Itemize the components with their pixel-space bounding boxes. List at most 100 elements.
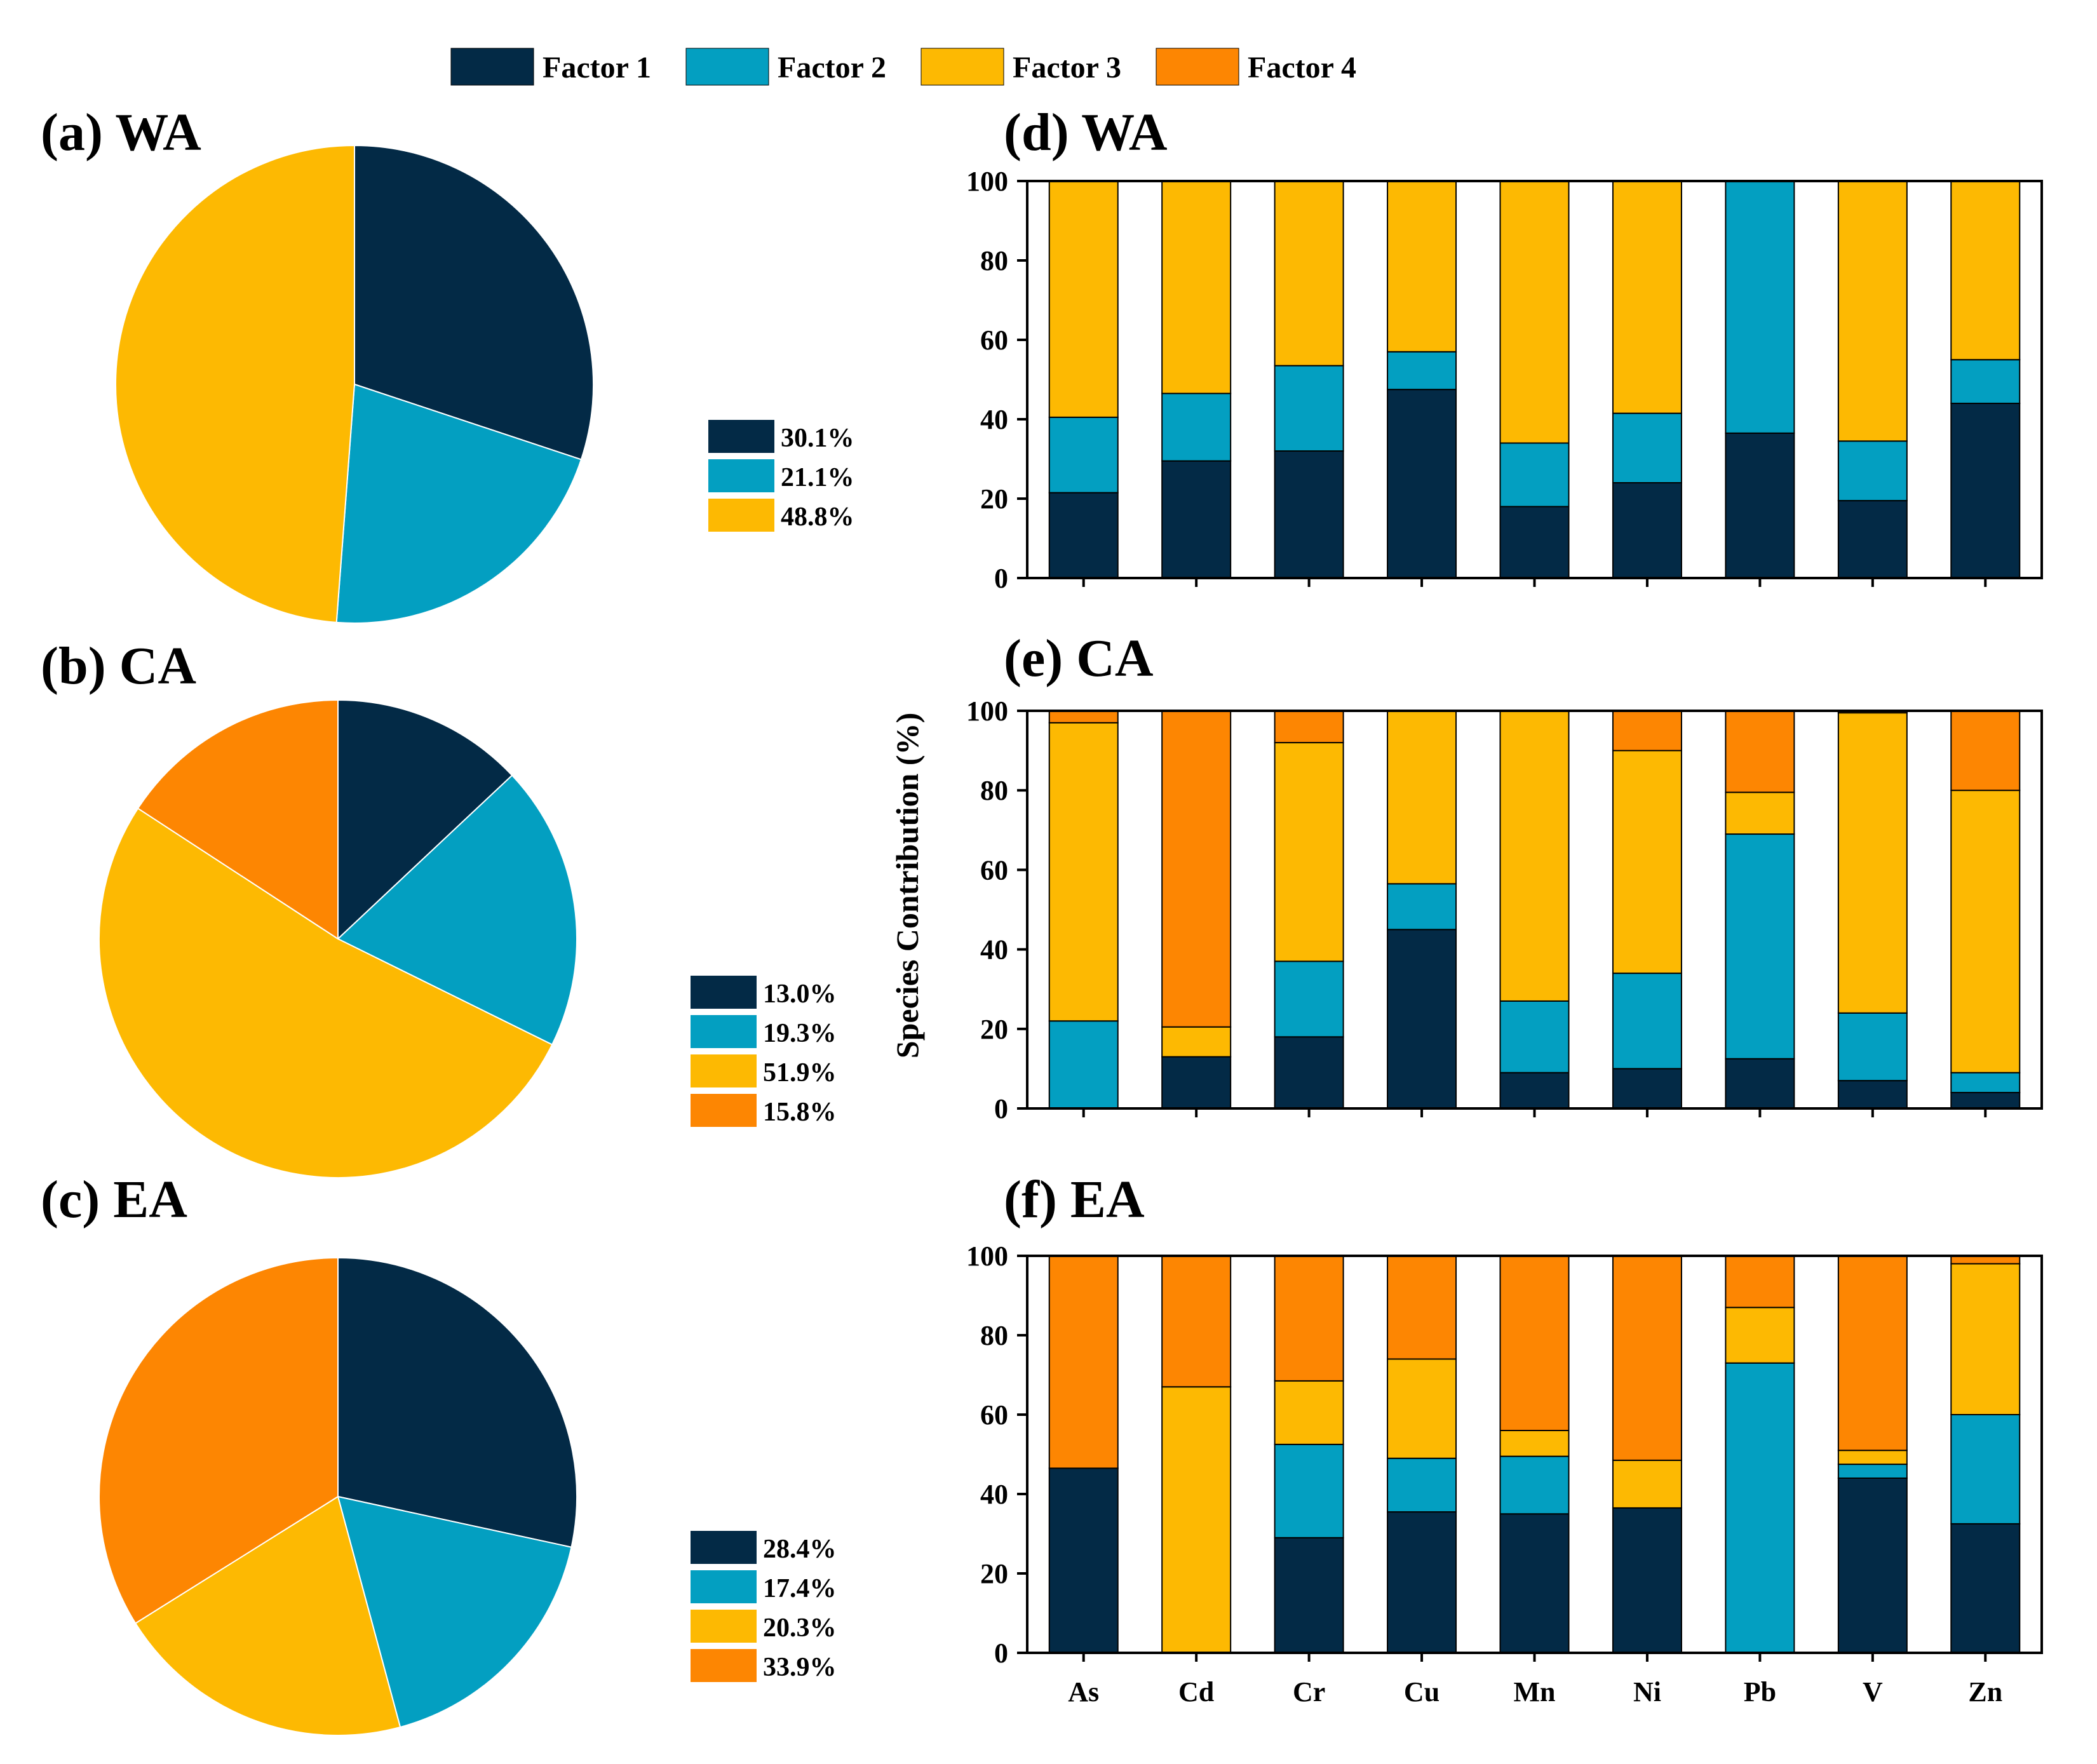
bar-d-mn-factor-1 (1499, 506, 1570, 579)
y-tick-label-e: 100 (966, 696, 1008, 727)
bar-f-v-factor-2 (1837, 1464, 1908, 1479)
bar-e-cd-factor-4 (1161, 710, 1232, 1028)
bar-title-f: (f) EA (1004, 1170, 1145, 1229)
bar-f-mn-factor-1 (1499, 1513, 1570, 1653)
pie-slice-c-factor-2 (337, 1495, 572, 1728)
y-tick-label-e: 60 (980, 854, 1008, 885)
pie-legend-swatch-a-factor-3 (708, 499, 774, 532)
stacked-bar-chart-wa: 0 20 40 60 80 100 (966, 166, 2043, 594)
pie-legend-value-a-factor-1: 30.1% (781, 424, 854, 453)
pie-legend-value-a-factor-2: 21.1% (781, 463, 854, 492)
y-tick-label-d: 0 (994, 563, 1008, 594)
bar-f-pb-factor-4 (1725, 1255, 1795, 1309)
bar-f-mn-factor-2 (1499, 1455, 1570, 1515)
bar-e-pb-factor-4 (1725, 710, 1795, 793)
bar-e-ni-factor-4 (1612, 710, 1682, 751)
bar-d-v-factor-1 (1837, 500, 1908, 579)
pie-legend-swatch-c-factor-2 (691, 1570, 757, 1603)
pie-slice-c-factor-1 (337, 1256, 577, 1548)
bar-d-cr-factor-2 (1274, 365, 1344, 452)
bar-e-cu-factor-1 (1387, 929, 1457, 1110)
bar-d-cu-factor-2 (1387, 351, 1457, 391)
bar-d-cd-factor-3 (1161, 180, 1232, 394)
pie-slice-b-factor-2 (337, 774, 578, 1046)
bar-f-cd-factor-4 (1161, 1255, 1232, 1388)
bar-d-cu-factor-1 (1387, 389, 1457, 579)
y-tick-label-e: 80 (980, 775, 1008, 806)
bar-e-zn-factor-4 (1950, 710, 2021, 791)
bar-f-cr-factor-3 (1274, 1380, 1344, 1445)
bar-f-cu-factor-1 (1387, 1511, 1457, 1653)
bar-e-pb-factor-3 (1725, 791, 1795, 835)
bar-e-ni-factor-3 (1612, 750, 1682, 974)
bar-e-mn-factor-2 (1499, 1000, 1570, 1074)
bar-f-cd-factor-3 (1161, 1386, 1232, 1653)
bar-d-zn-factor-1 (1950, 403, 2021, 579)
legend-label-factor-1: Factor 1 (543, 51, 651, 84)
y-tick-label-f: 80 (980, 1320, 1008, 1351)
y-tick-label-f: 0 (994, 1638, 1008, 1669)
y-tick-label-d: 100 (966, 166, 1008, 197)
bar-f-cr-factor-1 (1274, 1537, 1344, 1653)
bar-d-as-factor-3 (1048, 180, 1119, 418)
pie-slice-b-factor-1 (337, 699, 513, 941)
legend-swatch-factor-3 (920, 48, 1004, 86)
bar-d-ni-factor-3 (1612, 180, 1682, 414)
pie-legend-value-b-factor-2: 19.3% (763, 1019, 837, 1048)
bar-d-zn-factor-2 (1950, 359, 2021, 404)
bar-d-pb-factor-2 (1725, 180, 1795, 434)
bar-e-pb-factor-1 (1725, 1058, 1795, 1109)
bar-e-as-factor-3 (1048, 722, 1119, 1022)
bar-f-zn-factor-1 (1950, 1523, 2021, 1653)
pie-legend-swatch-c-factor-3 (691, 1610, 757, 1643)
legend-swatch-factor-4 (1156, 48, 1239, 86)
bar-f-v-factor-1 (1837, 1478, 1908, 1653)
bar-d-cu-factor-3 (1387, 180, 1457, 353)
pie-chart-ea (98, 1256, 577, 1736)
pie-slice-a-factor-2 (335, 383, 583, 624)
bar-f-zn-factor-3 (1950, 1263, 2021, 1415)
bar-d-cr-factor-3 (1274, 180, 1344, 367)
bar-d-ni-factor-2 (1612, 412, 1682, 483)
pie-slice-c-factor-3 (134, 1495, 401, 1736)
bar-f-pb-factor-3 (1725, 1307, 1795, 1364)
pie-legend-swatch-b-factor-2 (691, 1015, 757, 1048)
bar-e-pb-factor-2 (1725, 833, 1795, 1060)
bar-d-as-factor-1 (1048, 492, 1119, 579)
x-axis-category-labels: As Cd Cr Cu Mn Ni Pb V Zn (1068, 1676, 2002, 1707)
bar-title-e: (e) CA (1004, 629, 1154, 688)
pie-legend-value-c-factor-2: 17.4% (763, 1574, 837, 1603)
y-tick-label-e: 20 (980, 1014, 1008, 1045)
pie-percent-legend-wa: 30.1% 21.1% 48.8% (708, 420, 854, 532)
y-tick-label-f: 40 (980, 1479, 1008, 1510)
bar-e-cr-factor-3 (1274, 742, 1344, 962)
pie-legend-swatch-c-factor-4 (691, 1649, 757, 1682)
pie-percent-legend-ca: 13.0% 19.3% 51.9% 15.8% (691, 976, 837, 1127)
bar-d-zn-factor-3 (1950, 180, 2021, 361)
legend-label-factor-2: Factor 2 (778, 51, 886, 84)
pie-legend-swatch-b-factor-3 (691, 1054, 757, 1087)
pie-slice-b-factor-3 (98, 807, 553, 1179)
pie-slice-c-factor-4 (98, 1256, 339, 1624)
pie-chart-ca (98, 699, 578, 1179)
bar-f-ni-factor-1 (1612, 1507, 1682, 1653)
pie-legend-swatch-c-factor-1 (691, 1531, 757, 1564)
pie-title-c: (c) EA (41, 1170, 187, 1229)
pie-legend-value-b-factor-3: 51.9% (763, 1058, 837, 1087)
bar-f-zn-factor-2 (1950, 1414, 2021, 1525)
bar-d-ni-factor-1 (1612, 482, 1682, 579)
bar-e-cu-factor-3 (1387, 710, 1457, 885)
pie-legend-value-b-factor-4: 15.8% (763, 1098, 837, 1127)
bar-f-as-factor-1 (1048, 1467, 1119, 1653)
bar-f-cr-factor-4 (1274, 1255, 1344, 1382)
pie-slice-a-factor-3 (115, 144, 355, 624)
x-tick-label-v: V (1863, 1676, 1883, 1707)
bar-d-pb-factor-1 (1725, 432, 1795, 579)
pie-legend-swatch-b-factor-1 (691, 976, 757, 1009)
bar-e-v-factor-3 (1837, 712, 1908, 1014)
y-tick-label-f: 100 (966, 1241, 1008, 1272)
bar-e-cr-factor-2 (1274, 960, 1344, 1038)
x-tick-label-pb: Pb (1744, 1676, 1776, 1707)
